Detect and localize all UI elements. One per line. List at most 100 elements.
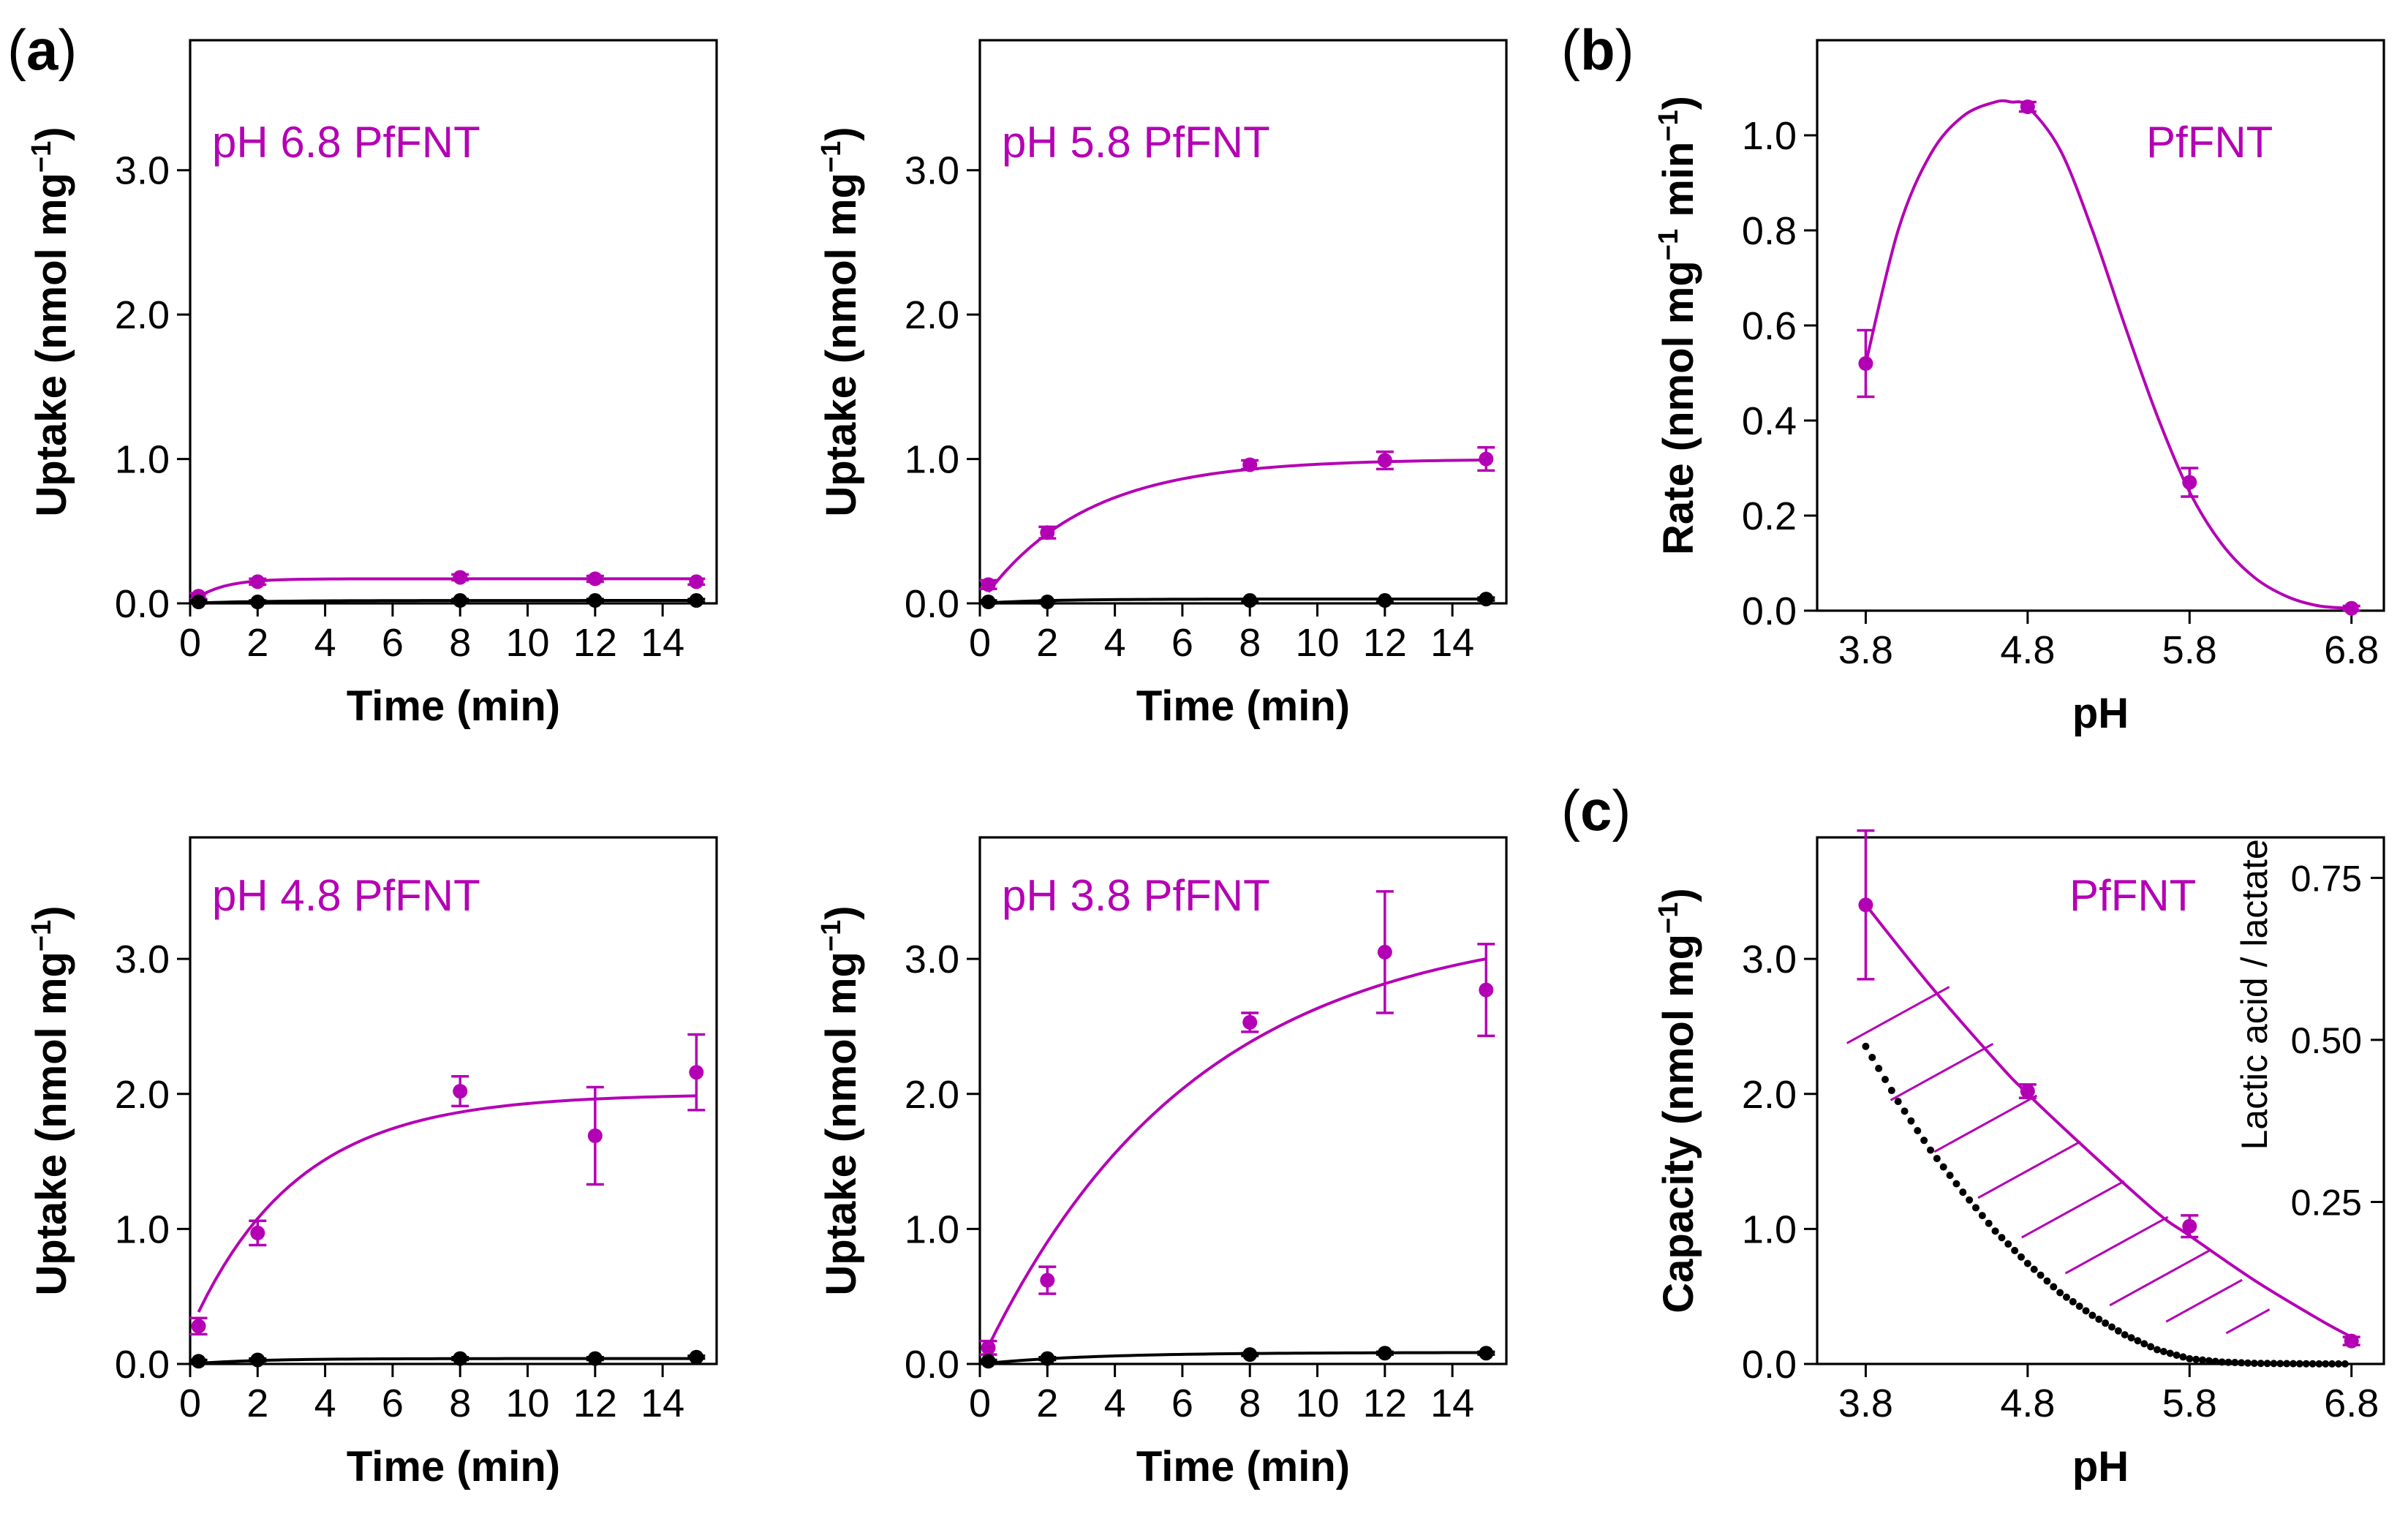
data-point	[1377, 593, 1392, 608]
data-point	[2020, 1084, 2035, 1099]
dotted-point	[2186, 1354, 2194, 1362]
dotted-point	[2244, 1359, 2252, 1367]
dotted-point	[2147, 1343, 2155, 1351]
data-point	[1242, 1014, 1258, 1030]
dotted-point	[2102, 1319, 2110, 1327]
x-tick-label: 10	[505, 621, 549, 665]
dotted-point	[1914, 1126, 1922, 1134]
dotted-point	[2069, 1297, 2077, 1305]
dotted-point	[2276, 1360, 2284, 1368]
y-tick-label: 0.6	[1742, 304, 1797, 348]
data-point	[453, 570, 468, 585]
series-pffnt	[979, 890, 1495, 1356]
x-tick-label: 5.8	[2162, 1382, 2217, 1425]
hatch-line	[2021, 1180, 2125, 1239]
dotted-point	[2283, 1360, 2291, 1368]
data-point	[1377, 1346, 1392, 1361]
x-tick-label: 4	[1104, 621, 1126, 665]
fit-curve	[198, 1357, 697, 1365]
dotted-point	[1952, 1180, 1960, 1188]
x-tick-label: 12	[573, 1382, 617, 1425]
x-tick-label: 5.8	[2162, 628, 2217, 672]
x-tick-label: 0	[969, 1382, 991, 1425]
dotted-point	[2270, 1360, 2278, 1368]
y-tick-label: 2.0	[905, 1073, 959, 1117]
data-point	[689, 1349, 704, 1365]
x-axis-label: Time (min)	[1136, 682, 1350, 730]
data-point	[1040, 595, 1055, 610]
x-tick-label: 6.8	[2324, 628, 2379, 672]
data-point	[1040, 1273, 1055, 1288]
data-point	[191, 1354, 206, 1369]
dotted-point	[1978, 1212, 1986, 1220]
data-point	[1479, 982, 1494, 998]
plot-frame	[1816, 836, 2385, 1365]
fit-curve	[988, 598, 1487, 605]
y2-tick-label: 0.50	[2291, 1020, 2362, 1061]
data-point	[981, 595, 996, 610]
x-axis-label: Time (min)	[347, 1443, 560, 1490]
dotted-point	[2173, 1351, 2181, 1359]
y-axis-label: Uptake (nmol mg−1)	[816, 905, 865, 1295]
data-point	[1242, 1347, 1258, 1362]
dotted-point	[1901, 1107, 1909, 1115]
dotted-point	[1966, 1196, 1974, 1204]
panel-letter-c: (c)	[1561, 778, 1631, 843]
dotted-point	[2335, 1360, 2342, 1368]
dotted-point	[1875, 1064, 1883, 1072]
y-tick-label: 1.0	[1742, 1207, 1797, 1251]
dotted-point	[2250, 1360, 2258, 1368]
series-pffnt	[1857, 829, 2360, 1349]
dotted-point	[2063, 1293, 2070, 1301]
fit-curve	[988, 1351, 1487, 1365]
dotted-point	[1972, 1204, 1979, 1212]
dotted-point	[2018, 1253, 2025, 1261]
dotted-point	[1920, 1137, 1928, 1145]
chart-a4: 0 2 4 6 8 10 12 14 0.0 1.0 2.0 3.0 Time (min) Uptake …	[816, 836, 1508, 1490]
dotted-point	[1927, 1146, 1934, 1154]
y-tick-label: 0.8	[1742, 209, 1797, 253]
y-tick-label: 1.0	[905, 438, 959, 482]
data-point	[2182, 1218, 2197, 1234]
x-tick-label: 6	[1171, 1382, 1193, 1425]
x-tick-label: 4.8	[2000, 1382, 2055, 1425]
data-point	[1040, 1351, 1055, 1366]
data-point	[453, 1084, 468, 1099]
data-point	[1479, 1346, 1494, 1361]
x-tick-label: 12	[1363, 621, 1407, 665]
x-tick-label: 4	[1104, 1382, 1126, 1425]
y-tick-label: 1.0	[115, 1207, 170, 1251]
plot-frame	[189, 39, 718, 605]
y-axis-label: Uptake (nmol mg−1)	[26, 905, 75, 1295]
dotted-point	[2023, 1259, 2031, 1267]
x-tick-label: 0	[179, 621, 201, 665]
dotted-point	[1959, 1188, 1967, 1196]
data-point	[689, 593, 704, 608]
dotted-point	[2114, 1327, 2122, 1335]
plot-frame	[978, 836, 1508, 1365]
dotted-point	[2127, 1334, 2135, 1342]
x-axis-label: pH	[2072, 690, 2129, 737]
dotted-point	[1991, 1227, 1999, 1235]
dotted-point	[2082, 1307, 2090, 1315]
dotted-point	[2159, 1347, 2167, 1355]
data-point	[981, 577, 996, 592]
chart-title: pH 5.8 PfFNT	[1002, 118, 1270, 167]
dotted-point	[2211, 1357, 2219, 1365]
data-point	[2182, 475, 2197, 490]
x-axis-label: pH	[2072, 1443, 2129, 1490]
data-point	[453, 593, 468, 608]
data-point	[250, 595, 265, 610]
dotted-point	[1933, 1155, 1941, 1163]
series-pffnt	[189, 1033, 706, 1336]
data-point	[2020, 99, 2035, 114]
x-tick-label: 0	[969, 621, 991, 665]
plot-frame	[189, 836, 718, 1365]
data-point	[689, 574, 704, 589]
hatch-line	[2225, 1308, 2271, 1335]
data-point	[587, 1351, 603, 1366]
dotted-point	[2199, 1356, 2206, 1364]
series-pffnt	[979, 446, 1495, 593]
data-point	[1377, 453, 1392, 468]
x-tick-label: 2	[1036, 1382, 1058, 1425]
